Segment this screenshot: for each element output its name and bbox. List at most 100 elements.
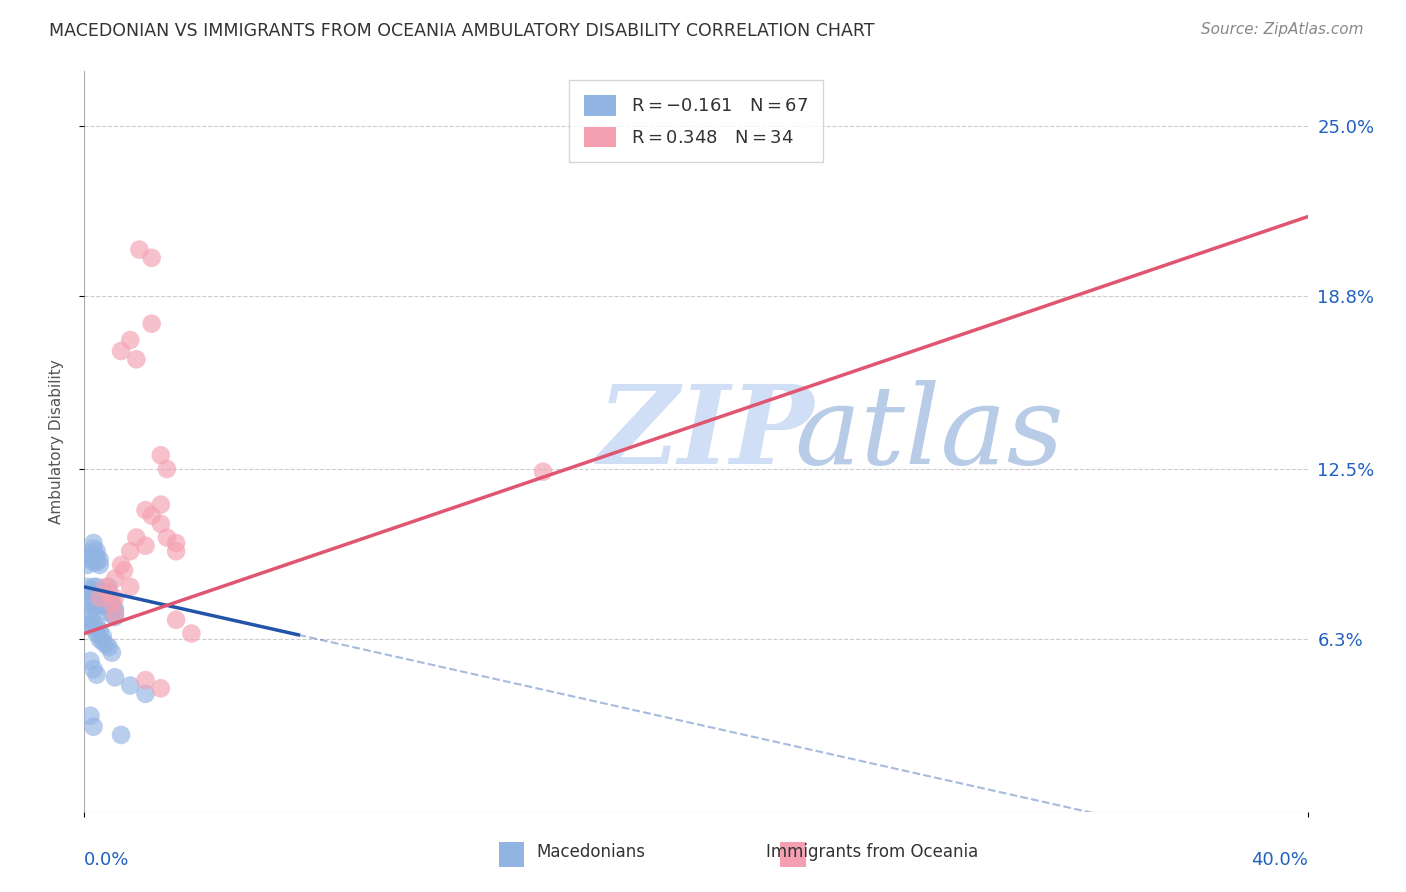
Point: [104, 572, 127, 586]
Point: [120, 679, 142, 693]
Point: [79, 654, 101, 668]
Text: 40.0%: 40.0%: [1251, 851, 1308, 869]
Point: [79, 596, 101, 610]
Point: [79, 547, 101, 561]
Point: [83, 536, 105, 550]
Point: [83, 599, 105, 613]
Y-axis label: Ambulatory Disability: Ambulatory Disability: [49, 359, 63, 524]
Point: [89, 593, 111, 607]
Point: [149, 681, 172, 696]
Point: [125, 352, 148, 367]
Point: [83, 621, 105, 635]
Text: Source: ZipAtlas.com: Source: ZipAtlas.com: [1201, 22, 1364, 37]
Point: [104, 591, 127, 605]
Point: [76, 607, 98, 622]
Point: [79, 549, 101, 564]
Point: [110, 558, 132, 572]
Point: [86, 555, 108, 569]
Point: [97, 640, 120, 655]
Point: [91, 585, 114, 599]
Point: [83, 541, 105, 556]
Point: [97, 591, 120, 605]
Point: [135, 539, 157, 553]
Text: 0.0%: 0.0%: [84, 851, 129, 869]
Point: [97, 585, 120, 599]
Point: [180, 626, 202, 640]
Point: [83, 591, 105, 605]
Point: [86, 596, 108, 610]
Point: [165, 613, 187, 627]
Point: [89, 591, 111, 605]
Point: [91, 599, 114, 613]
Point: [531, 465, 554, 479]
Point: [94, 588, 117, 602]
Point: [86, 585, 108, 599]
Point: [86, 626, 108, 640]
Point: [86, 599, 108, 613]
Point: [110, 344, 132, 359]
Point: [83, 555, 105, 569]
Point: [156, 531, 179, 545]
Point: [104, 605, 127, 619]
Point: [101, 596, 124, 610]
Point: [149, 448, 172, 462]
Point: [135, 673, 157, 687]
Point: [156, 462, 179, 476]
Point: [89, 552, 111, 566]
Text: Macedonians: Macedonians: [536, 843, 645, 861]
Text: Immigrants from Oceania: Immigrants from Oceania: [766, 843, 977, 861]
Point: [91, 596, 114, 610]
Point: [104, 607, 127, 622]
Text: ZIP: ZIP: [598, 380, 814, 488]
Point: [89, 591, 111, 605]
Point: [86, 618, 108, 632]
Point: [83, 720, 105, 734]
Point: [91, 634, 114, 648]
Point: [89, 588, 111, 602]
Point: [89, 632, 111, 646]
Text: atlas: atlas: [794, 380, 1063, 488]
Point: [79, 613, 101, 627]
Point: [89, 624, 111, 638]
Point: [76, 580, 98, 594]
Point: [104, 610, 127, 624]
Point: [141, 317, 163, 331]
Point: [86, 580, 108, 594]
Point: [86, 667, 108, 681]
Point: [89, 558, 111, 572]
Point: [94, 637, 117, 651]
Point: [101, 607, 124, 622]
Point: [135, 503, 157, 517]
Point: [165, 536, 187, 550]
Point: [79, 618, 101, 632]
Point: [83, 580, 105, 594]
Point: [76, 558, 98, 572]
Point: [79, 588, 101, 602]
Point: [94, 593, 117, 607]
Point: [94, 596, 117, 610]
Point: [83, 615, 105, 630]
Point: [89, 585, 111, 599]
Point: [101, 599, 124, 613]
Point: [110, 728, 132, 742]
Point: [97, 599, 120, 613]
Point: [165, 544, 187, 558]
Point: [94, 580, 117, 594]
Point: [91, 629, 114, 643]
Point: [149, 516, 172, 531]
Point: [97, 596, 120, 610]
Point: [86, 549, 108, 564]
Text: MACEDONIAN VS IMMIGRANTS FROM OCEANIA AMBULATORY DISABILITY CORRELATION CHART: MACEDONIAN VS IMMIGRANTS FROM OCEANIA AM…: [49, 22, 875, 40]
Point: [104, 670, 127, 684]
Point: [112, 563, 135, 577]
Point: [91, 591, 114, 605]
Point: [97, 580, 120, 594]
Point: [104, 602, 127, 616]
Point: [101, 646, 124, 660]
Point: [79, 708, 101, 723]
Point: [128, 243, 150, 257]
Point: [120, 544, 142, 558]
Point: [141, 251, 163, 265]
Point: [120, 580, 142, 594]
Point: [101, 593, 124, 607]
